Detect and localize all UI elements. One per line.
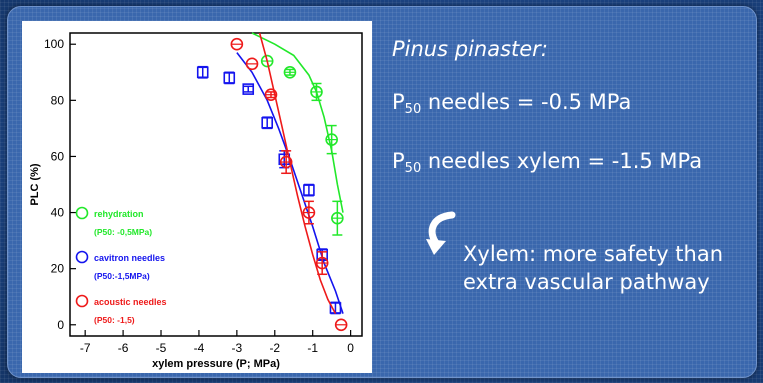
species-title: Pinus pinaster: — [392, 37, 548, 61]
p50-needles-value: needles = -0.5 MPa — [421, 90, 632, 114]
p50-symbol: P — [392, 149, 405, 173]
legend-cavitron-needles-annotation: (P50:-1,5MPa) — [94, 271, 150, 281]
cavitron-needles-point — [303, 184, 315, 196]
cavitron-needles-fit-curve — [236, 52, 344, 314]
x-tick-label: -2 — [269, 341, 280, 355]
cavitron-needles-point — [223, 72, 236, 84]
y-tick-label: 20 — [51, 262, 65, 276]
legend-rehydration-label: rehydration — [94, 209, 144, 219]
acoustic-needles-fit-curve — [258, 32, 337, 314]
plot-frame — [69, 32, 363, 337]
p50-subscript: 50 — [404, 161, 422, 176]
plc-chart-svg: -7 -6 -5 -4 -3 -2 -1 0 0 20 40 60 80 100 xylem pressur… — [29, 32, 363, 370]
legend-cavitron-needles-label: cavitron needles — [94, 253, 165, 263]
plc-chart: -7 -6 -5 -4 -3 -2 -1 0 0 20 40 60 80 100 xylem pressur… — [22, 21, 372, 373]
y-tick-label: 80 — [51, 93, 65, 107]
rehydration-fit-curve — [251, 32, 344, 213]
p50-needles-line: P50 needles = -0.5 MPa — [392, 90, 631, 117]
content-panel: -7 -6 -5 -4 -3 -2 -1 0 0 20 40 60 80 100 xylem pressur… — [7, 6, 757, 378]
legend-acoustic-needles-annotation: (P50: -1,5) — [94, 315, 135, 325]
x-tick-label: -6 — [118, 341, 129, 355]
species-suffix: : — [540, 37, 548, 61]
legend-cavitron-needles-marker — [75, 250, 89, 264]
x-axis-label: xylem pressure (P; MPa) — [152, 358, 280, 370]
y-tick-label: 0 — [57, 318, 64, 332]
p50-symbol: P — [392, 90, 405, 114]
y-tick-label: 60 — [51, 149, 65, 163]
curved-arrow-icon — [426, 211, 456, 255]
x-tick-label: -7 — [80, 341, 91, 355]
y-tick-label: 40 — [51, 206, 65, 220]
x-tick-label: 0 — [347, 341, 354, 355]
x-tick-label: -5 — [156, 341, 167, 355]
legend-acoustic-needles-label: acoustic needles — [94, 297, 167, 307]
species-name: Pinus pinaster — [392, 37, 541, 61]
x-tick-label: -3 — [232, 341, 243, 355]
legend-rehydration-marker — [75, 206, 89, 220]
x-tick-label: -4 — [194, 341, 205, 355]
conclusion-text: Xylem: more safety than extra vascular p… — [463, 242, 724, 294]
cavitron-needles-point — [261, 116, 273, 129]
x-tick-label: -1 — [307, 341, 318, 355]
legend-rehydration-annotation: (P50: -0,5MPa) — [94, 227, 152, 237]
y-tick-label: 100 — [44, 37, 64, 51]
p50-subscript: 50 — [404, 102, 422, 117]
legend-acoustic-needles-marker — [75, 294, 89, 308]
cavitron-needles-point — [242, 83, 255, 95]
cavitron-needles-point — [196, 66, 209, 79]
p50-xylem-value: needles xylem = -1.5 MPa — [421, 149, 703, 173]
y-axis-label: PLC (%) — [29, 163, 41, 206]
p50-xylem-line: P50 needles xylem = -1.5 MPa — [392, 149, 702, 176]
